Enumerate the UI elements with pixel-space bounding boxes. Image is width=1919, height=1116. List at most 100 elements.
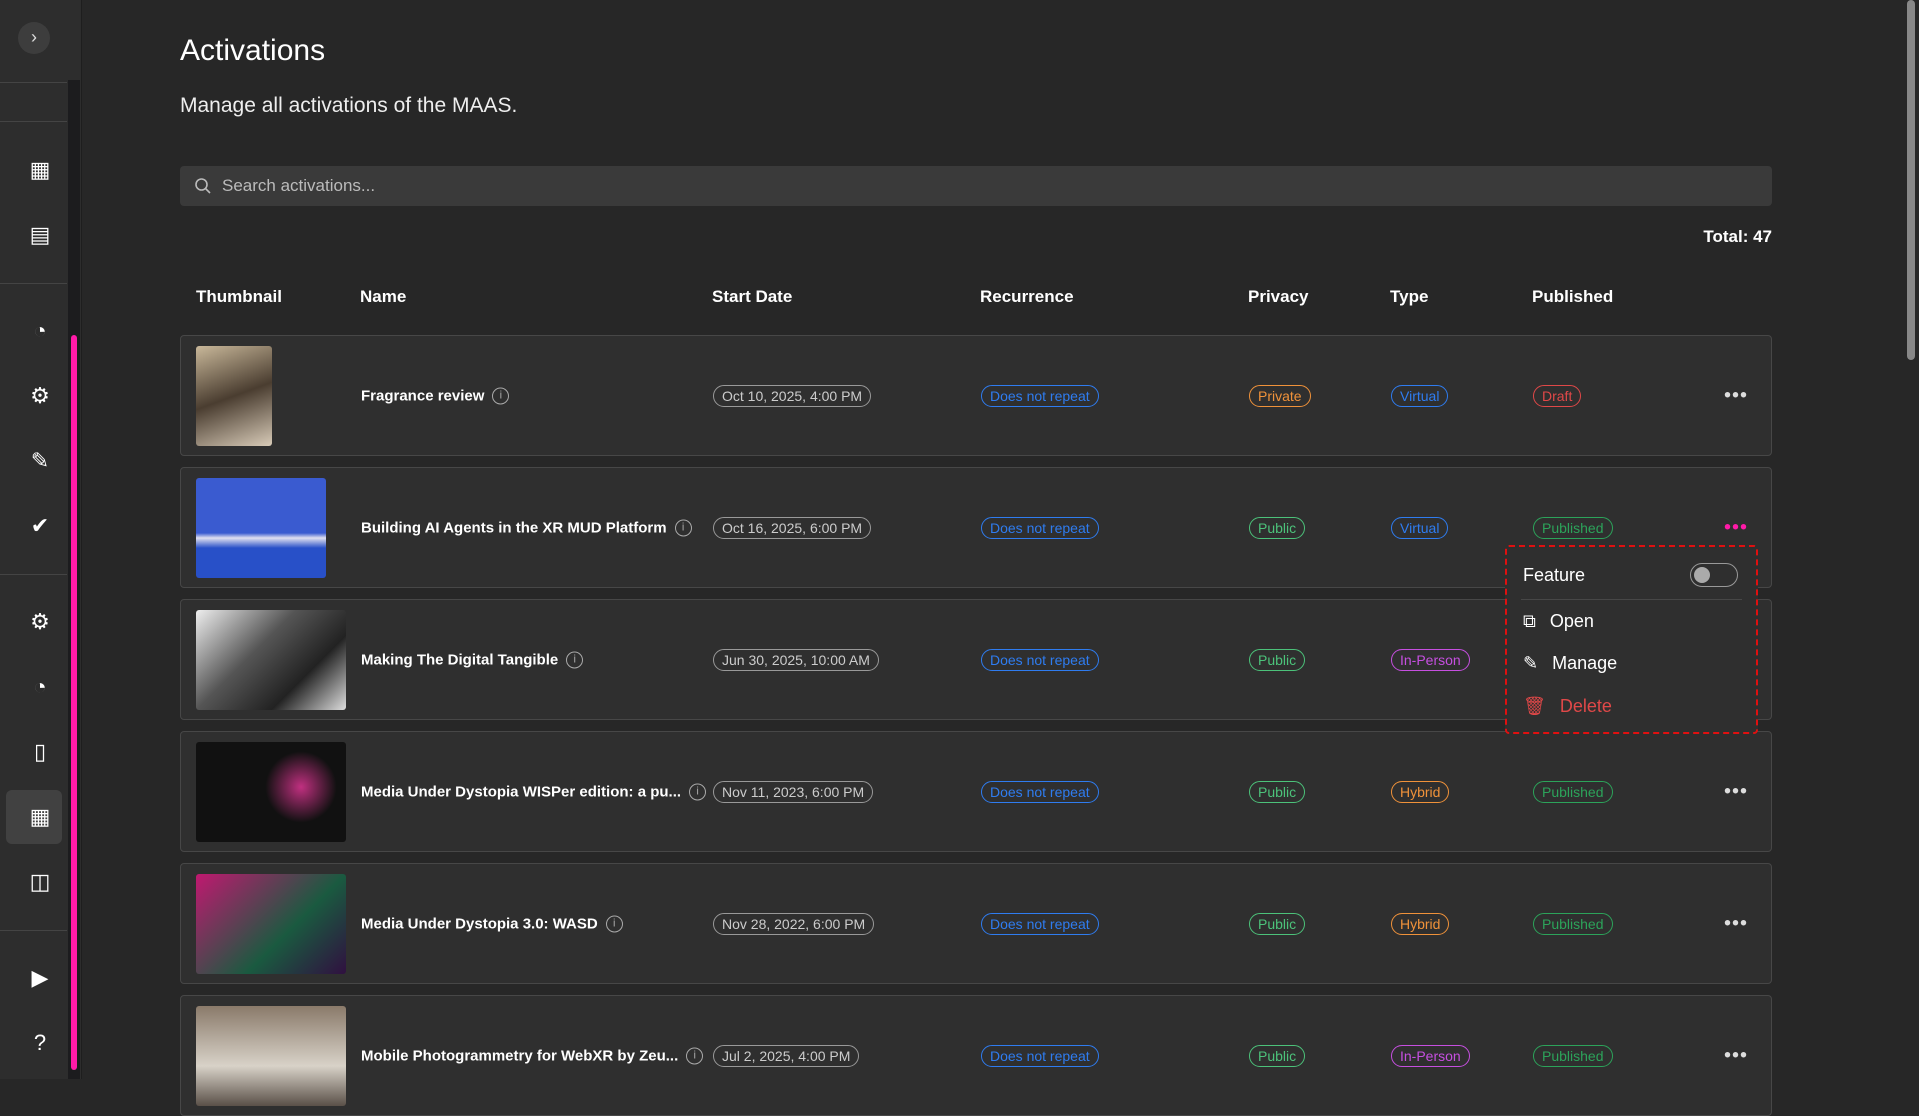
divider [1521,599,1742,600]
search-input[interactable]: Search activations... [180,166,1772,206]
recurrence-pill: Does not repeat [981,516,1099,539]
name-text: Media Under Dystopia WISPer edition: a p… [361,783,682,800]
info-icon[interactable]: i [689,783,707,800]
thumbnail-image [196,874,346,974]
search-placeholder: Search activations... [222,176,376,195]
devices-icon[interactable]: ▯ [33,739,47,764]
start-date-pill: Oct 16, 2025, 6:00 PM [713,516,872,539]
more-actions-icon[interactable]: ••• [1724,912,1749,934]
table-row[interactable]: Media Under Dystopia 3.0: WASD i Nov 28, … [180,863,1772,984]
divider [0,121,67,122]
activation-name[interactable]: Building AI Agents in the XR MUD Platfor… [361,519,692,536]
settings-icon[interactable]: ⚙ [30,609,50,634]
row-actions-menu: Feature ⧉ Open ✎ Manage 🗑 Delete [1505,545,1758,734]
name-text: Fragrance review [361,387,485,404]
info-icon[interactable]: i [492,387,510,404]
published-badge: Draft [1533,384,1582,407]
thumbnail-image [196,1006,346,1106]
col-thumbnail[interactable]: Thumbnail [196,287,282,306]
more-actions-icon[interactable]: ••• [1724,384,1749,406]
privacy-badge: Public [1249,516,1306,539]
recurrence-pill: Does not repeat [981,912,1099,935]
video-icon[interactable]: ▶ [31,965,49,990]
recurrence-pill: Does not repeat [981,648,1099,671]
table-row[interactable]: Mobile Photogrammetry for WebXR by Zeu..… [180,995,1772,1116]
sidebar-scrollbar-thumb[interactable] [71,335,77,1070]
type-badge: Hybrid [1391,912,1450,935]
start-date-pill: Nov 28, 2022, 6:00 PM [713,912,875,935]
layout-icon[interactable]: ◫ [29,869,51,894]
sidebar-active-highlight [6,790,62,844]
table-row[interactable]: Fragrance review i Oct 10, 2025, 4:00 PM … [180,335,1772,456]
recurrence-pill: Does not repeat [981,1044,1099,1067]
privacy-badge: Public [1249,912,1306,935]
col-published[interactable]: Published [1532,287,1614,306]
more-actions-icon[interactable]: ••• [1724,780,1749,802]
archive-icon[interactable]: ▤ [29,222,51,247]
page-scrollbar[interactable] [1907,0,1915,360]
trash-icon: 🗑 [1523,696,1546,716]
feature-label: Feature [1523,565,1586,585]
menu-item-delete[interactable]: 🗑 Delete [1523,696,1612,717]
col-start-date[interactable]: Start Date [712,287,793,306]
start-date-pill: Oct 10, 2025, 4:00 PM [713,384,872,407]
name-text: Media Under Dystopia 3.0: WASD [361,915,598,932]
expand-sidebar-button[interactable]: › [18,22,50,54]
analytics-icon[interactable]: ◔ [33,674,47,699]
thumbnail-image [196,742,346,842]
activation-name[interactable]: Making The Digital Tangible i [361,651,584,668]
thumbnail-image [196,346,272,446]
start-date-pill: Nov 11, 2023, 6:00 PM [713,780,874,803]
published-badge: Published [1533,516,1613,539]
divider [0,930,67,931]
thumbnail-image [196,610,346,710]
info-icon[interactable]: i [566,651,584,668]
more-actions-icon[interactable]: ••• [1724,516,1749,538]
menu-item-manage[interactable]: ✎ Manage [1523,653,1617,674]
settings-icon[interactable]: ⚙ [30,383,50,408]
menu-item-open[interactable]: ⧉ Open [1523,611,1594,632]
check-circle-icon[interactable]: ✔ [30,513,50,538]
signature-icon[interactable]: ✎ [30,448,50,473]
col-name[interactable]: Name [360,287,407,306]
open-external-icon: ⧉ [1523,611,1536,631]
divider [0,283,67,284]
col-type[interactable]: Type [1390,287,1429,306]
privacy-badge: Public [1249,648,1306,671]
info-icon[interactable]: i [605,915,623,932]
feature-toggle[interactable] [1690,563,1738,587]
pencil-icon: ✎ [1523,653,1539,673]
name-text: Making The Digital Tangible [361,651,559,668]
analytics-icon[interactable]: ◔ [33,318,47,343]
start-date-pill: Jul 2, 2025, 4:00 PM [713,1044,860,1067]
thumbnail-image [196,478,326,578]
name-text: Mobile Photogrammetry for WebXR by Zeu..… [361,1047,679,1064]
table-row[interactable]: Media Under Dystopia WISPer edition: a p… [180,731,1772,852]
help-icon[interactable]: ? [33,1030,47,1055]
divider [0,82,67,83]
more-actions-icon[interactable]: ••• [1724,1044,1749,1066]
calendar-icon[interactable]: ▦ [29,804,51,829]
calendar-icon[interactable]: ▦ [29,157,51,182]
info-icon[interactable]: i [674,519,692,536]
activation-name[interactable]: Mobile Photogrammetry for WebXR by Zeu..… [361,1047,704,1064]
page-title: Activations [180,34,326,67]
privacy-badge: Public [1249,780,1306,803]
recurrence-pill: Does not repeat [981,384,1099,407]
activation-name[interactable]: Media Under Dystopia 3.0: WASD i [361,915,623,932]
privacy-badge: Private [1249,384,1311,407]
open-label: Open [1549,611,1594,631]
activation-name[interactable]: Media Under Dystopia WISPer edition: a p… [361,783,707,800]
type-badge: In-Person [1391,1044,1470,1067]
col-recurrence[interactable]: Recurrence [980,287,1074,306]
activation-name[interactable]: Fragrance review i [361,387,510,404]
col-privacy[interactable]: Privacy [1248,287,1309,306]
page-subtitle: Manage all activations of the MAAS. [180,94,518,117]
privacy-badge: Public [1249,1044,1306,1067]
info-icon[interactable]: i [686,1047,704,1064]
recurrence-pill: Does not repeat [981,780,1099,803]
published-badge: Published [1533,1044,1613,1067]
total-count: Total: 47 [1703,227,1772,246]
name-text: Building AI Agents in the XR MUD Platfor… [361,519,667,536]
published-badge: Published [1533,912,1613,935]
